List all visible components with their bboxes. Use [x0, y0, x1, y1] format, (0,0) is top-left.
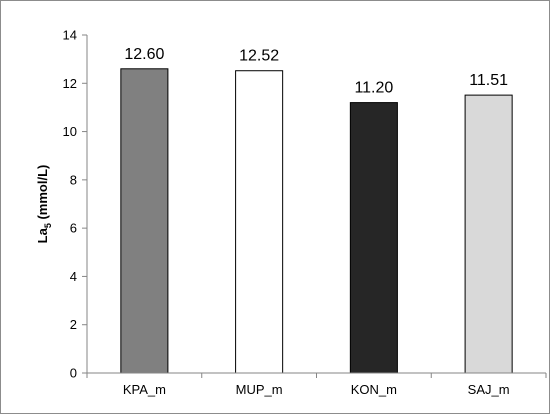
y-tick-label: 4	[70, 269, 77, 284]
y-tick-label: 2	[70, 317, 77, 332]
bar-mup-m	[235, 70, 284, 374]
bars	[120, 68, 513, 374]
y-axis: 0 2 4 6 8 10 12 14	[63, 28, 88, 381]
x-category-label: SAJ_m	[468, 382, 510, 397]
bar-saj-m	[464, 94, 513, 374]
x-axis: KPA_m MUP_m KON_m SAJ_m	[86, 372, 547, 397]
y-tick-label: 12	[63, 76, 77, 91]
x-category-label: MUP_m	[236, 382, 283, 397]
data-label: 11.51	[469, 72, 508, 89]
y-tick-label: 0	[70, 366, 77, 381]
x-category-label: KPA_m	[123, 382, 166, 397]
data-labels: 12.60 12.52 11.20 11.51	[124, 46, 508, 97]
y-axis-title: La5 (mmol/L)	[35, 165, 53, 244]
x-category-label: KON_m	[351, 382, 397, 397]
bar-kon-m	[349, 102, 398, 374]
y-tick-label: 6	[70, 221, 77, 236]
data-label: 11.20	[354, 80, 393, 97]
y-tick-label: 8	[70, 172, 77, 187]
data-label: 12.60	[124, 46, 164, 63]
y-tick-label: 14	[63, 28, 77, 43]
bar-kpa-m	[120, 68, 169, 374]
data-label: 12.52	[239, 48, 279, 65]
y-tick-label: 10	[63, 124, 77, 139]
